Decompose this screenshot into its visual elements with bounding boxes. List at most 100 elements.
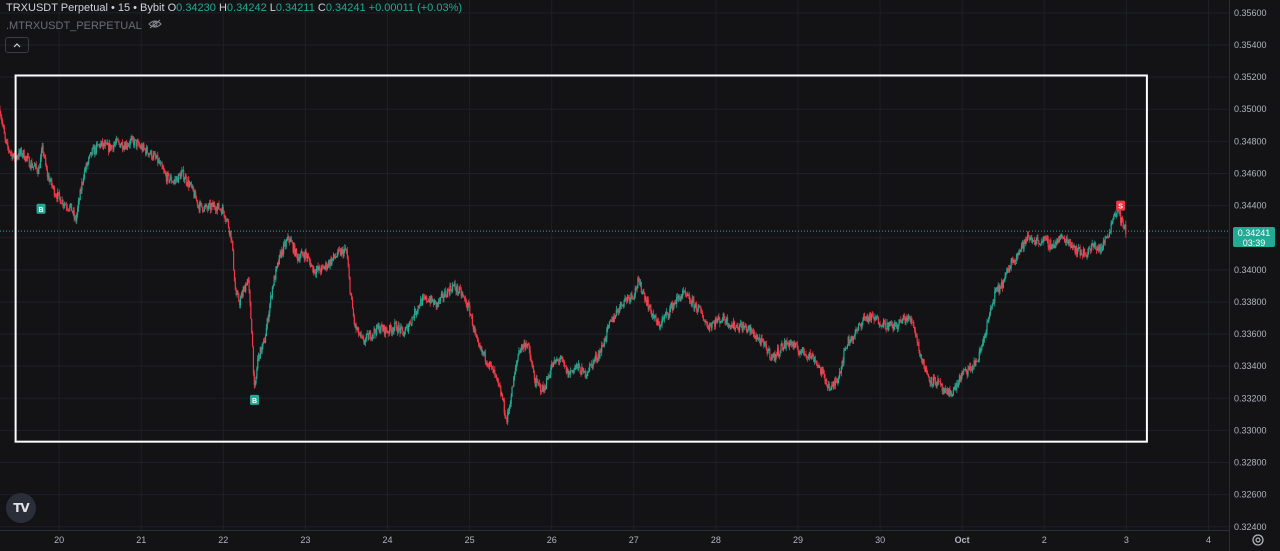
candle-body	[229, 230, 231, 234]
candle-body	[694, 304, 696, 309]
candle-body	[223, 210, 225, 217]
candle-body	[951, 394, 954, 397]
candle-body	[94, 146, 96, 155]
candle-body	[375, 332, 377, 335]
candle-body	[880, 325, 882, 327]
symbol-title[interactable]: TRXUSDT Perpetual • 15 • Bybit	[6, 2, 165, 14]
candle-body	[341, 249, 343, 251]
candle-body	[964, 368, 967, 370]
candle-body	[304, 251, 306, 259]
candle-body	[672, 304, 674, 311]
tradingview-logo[interactable]: TV	[6, 493, 36, 523]
candle-body	[646, 299, 648, 306]
candle-body	[850, 339, 852, 343]
candle-body	[297, 257, 299, 261]
candle-body	[1049, 240, 1051, 249]
marker-label: B	[252, 398, 257, 405]
candle-body	[782, 347, 785, 351]
candle-body	[484, 351, 486, 362]
candle-body	[33, 165, 36, 167]
candle-body	[625, 297, 627, 299]
candle-body	[1124, 224, 1126, 230]
candle-body	[329, 259, 331, 267]
candle-body	[111, 145, 113, 147]
buy-marker[interactable]	[250, 394, 260, 405]
candle-body	[426, 301, 429, 302]
candle-body	[246, 279, 249, 286]
candle-body	[69, 206, 71, 211]
candle-body	[776, 348, 779, 355]
candle-body	[324, 266, 326, 270]
candle-body	[382, 327, 384, 331]
candle-body	[310, 264, 312, 267]
candle-body	[883, 319, 886, 322]
candle-body	[510, 396, 512, 405]
candle-body	[726, 317, 729, 326]
candle-body	[1087, 251, 1089, 257]
candle-body	[1121, 217, 1123, 221]
candle-body	[1032, 240, 1035, 242]
candle-body	[928, 377, 930, 381]
candle-body	[786, 341, 788, 344]
candle-body	[386, 330, 388, 333]
candle-body	[20, 149, 23, 156]
indicator-name[interactable]: .MTRXUSDT_PERPETUAL	[6, 19, 142, 32]
candle-body	[685, 294, 687, 296]
candle-body	[825, 379, 827, 381]
range-rectangle[interactable]	[14, 74, 1148, 443]
candle-body	[342, 249, 344, 257]
candle-body	[506, 418, 508, 423]
collapse-legend-button[interactable]	[5, 37, 29, 53]
candle-body	[1086, 256, 1088, 258]
candle-body	[326, 266, 329, 269]
buy-marker[interactable]	[36, 203, 46, 214]
candle-body	[413, 317, 415, 319]
candle-body	[790, 341, 792, 345]
candle-body	[1009, 268, 1011, 269]
candle-body	[179, 174, 181, 179]
candle-body	[754, 337, 756, 339]
candle-body	[1021, 242, 1023, 247]
candle-body	[518, 350, 520, 356]
candle-body	[919, 351, 921, 356]
candle-body	[766, 349, 768, 354]
candle-body	[996, 287, 998, 291]
candle-body	[912, 322, 914, 323]
candle-body	[851, 335, 854, 341]
candle-body	[1032, 241, 1034, 243]
candle-body	[1034, 241, 1036, 245]
candle-body	[84, 169, 86, 171]
gear-icon[interactable]	[1250, 532, 1266, 548]
candle-body	[532, 364, 534, 368]
candle-body	[477, 341, 480, 344]
candle-body	[989, 313, 991, 317]
candle-body	[480, 347, 482, 349]
sell-marker[interactable]	[1116, 200, 1126, 211]
candle-body	[968, 368, 970, 370]
candle-body	[889, 321, 892, 323]
candle-body	[147, 152, 149, 156]
candle-body	[1003, 279, 1005, 282]
candle-body	[698, 305, 700, 307]
candle-body	[1018, 251, 1020, 256]
candle-body	[802, 347, 805, 352]
candle-body	[1082, 248, 1085, 256]
candle-body	[751, 327, 753, 333]
candle-body	[95, 143, 98, 153]
candle-body	[989, 308, 992, 314]
candle-body	[986, 322, 988, 332]
candle-body	[591, 364, 593, 368]
candle-body	[267, 318, 269, 322]
candle-body	[283, 242, 286, 245]
candle-body	[606, 328, 608, 339]
candle-body	[692, 298, 694, 300]
candle-body	[651, 313, 654, 317]
candle-body	[902, 314, 905, 320]
candle-body	[707, 328, 710, 330]
candle-body	[339, 250, 342, 256]
candle-body	[499, 385, 501, 388]
candle-body	[614, 316, 616, 319]
candle-body	[379, 330, 381, 333]
eye-icon[interactable]	[147, 19, 162, 32]
